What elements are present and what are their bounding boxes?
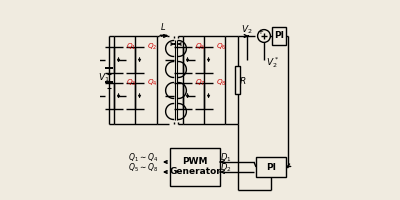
Bar: [235, 66, 240, 94]
Text: $L$: $L$: [160, 21, 166, 31]
Text: $Q_{6}$: $Q_{6}$: [216, 42, 227, 52]
Text: $D_1$: $D_1$: [220, 152, 232, 164]
Text: $R$: $R$: [239, 74, 246, 86]
Text: PI: PI: [274, 31, 284, 40]
Text: $Q_1{\sim}Q_4$: $Q_1{\sim}Q_4$: [128, 152, 158, 164]
Bar: [170, 148, 220, 186]
Text: $Q_{5}$: $Q_{5}$: [195, 42, 206, 52]
Text: $Q_{4}$: $Q_{4}$: [147, 78, 158, 88]
Bar: [256, 157, 286, 177]
Text: $D_2$: $D_2$: [220, 162, 232, 174]
Text: +: +: [258, 29, 263, 35]
Text: $V_2$: $V_2$: [241, 24, 253, 36]
Text: PWM: PWM: [182, 158, 208, 166]
Text: $V_2^*$: $V_2^*$: [266, 56, 279, 70]
Text: PI: PI: [266, 162, 276, 171]
Text: $V_1$: $V_1$: [98, 72, 109, 84]
Text: $Q_{7}$: $Q_{7}$: [195, 78, 206, 88]
Text: $Q_{8}$: $Q_{8}$: [216, 78, 227, 88]
Text: $Q_{2}$: $Q_{2}$: [147, 42, 158, 52]
Text: Generator: Generator: [169, 168, 221, 176]
Text: $Q_{3}$: $Q_{3}$: [126, 78, 136, 88]
Text: $Q_{1}$: $Q_{1}$: [126, 42, 136, 52]
Bar: [272, 27, 286, 45]
Text: $Q_5{\sim}Q_8$: $Q_5{\sim}Q_8$: [128, 162, 158, 174]
